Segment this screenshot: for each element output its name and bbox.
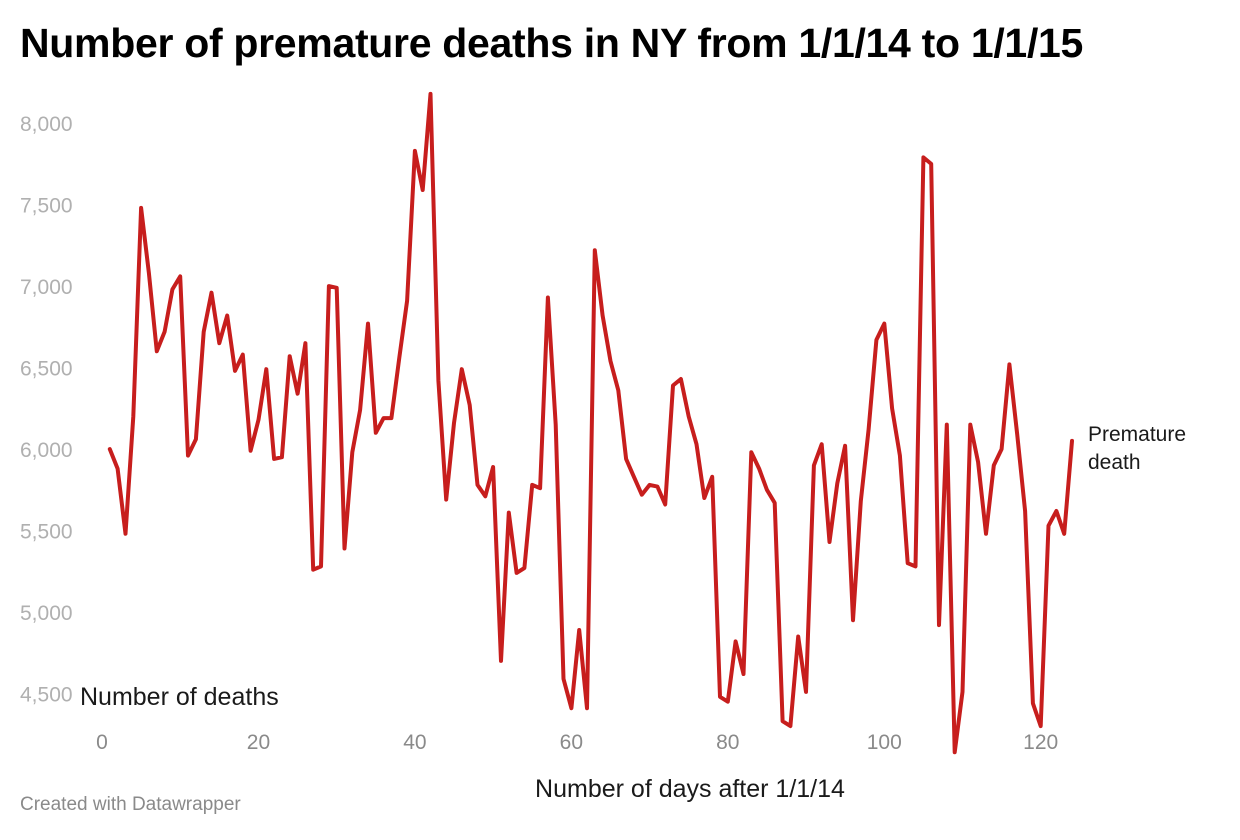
y-tick-label: 6,000 [20, 439, 73, 462]
series-layer [107, 91, 1074, 755]
footer-credit: Created with Datawrapper [20, 794, 241, 815]
x-axis: 0 20 40 60 80 100 120 [96, 731, 1058, 754]
y-axis-label: Number of deaths [80, 683, 279, 711]
series-label-layer: Premature death [1088, 423, 1186, 474]
x-tick-label: 0 [96, 731, 108, 754]
x-tick-label: 20 [247, 731, 270, 754]
y-axis: 4,500 5,000 5,500 6,000 6,500 7,000 7,500 8,000 [20, 113, 73, 706]
y-tick-label: 5,500 [20, 521, 73, 544]
series-line-premature-death [107, 91, 1074, 755]
series-end-label: Premature death [1088, 423, 1186, 474]
y-tick-label: 4,500 [20, 684, 73, 707]
x-tick-label: 120 [1023, 731, 1058, 754]
x-tick-label: 80 [716, 731, 739, 754]
x-tick-label: 100 [867, 731, 902, 754]
y-tick-label: 8,000 [20, 113, 73, 136]
x-tick-label: 60 [560, 731, 583, 754]
x-tick-label: 40 [403, 731, 426, 754]
y-tick-label: 5,000 [20, 602, 73, 625]
y-tick-label: 7,500 [20, 195, 73, 218]
x-axis-label: Number of days after 1/1/14 [535, 775, 845, 803]
y-tick-label: 7,000 [20, 276, 73, 299]
y-tick-label: 6,500 [20, 358, 73, 381]
chart-title: Number of premature deaths in NY from 1/… [20, 20, 1084, 66]
